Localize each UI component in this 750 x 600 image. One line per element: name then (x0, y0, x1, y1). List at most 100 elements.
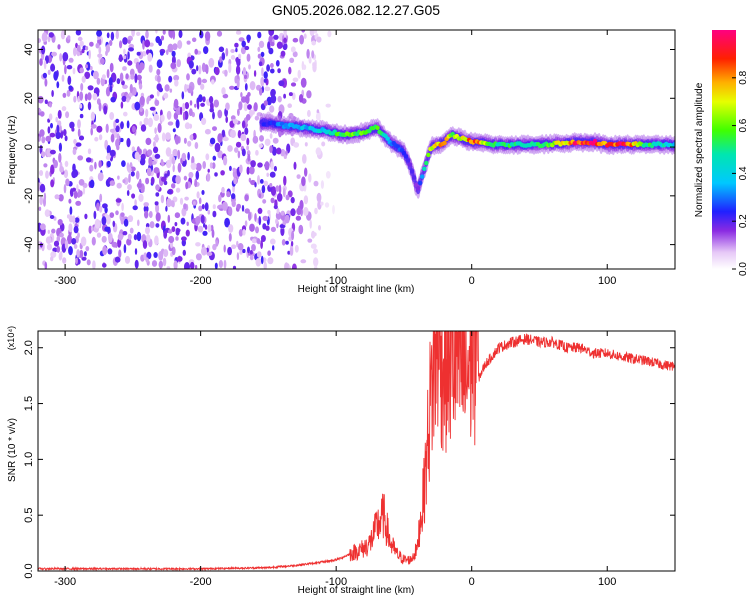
heatmap-cell (160, 35, 165, 41)
heatmap-cell (290, 240, 294, 247)
heatmap-cell (39, 111, 45, 117)
heatmap-cell (212, 243, 217, 251)
heatmap-cell (106, 32, 110, 39)
heatmap-cell (163, 249, 169, 258)
heatmap-cell (249, 255, 254, 261)
heatmap-cell (51, 90, 54, 97)
heatmap-cell (61, 74, 65, 82)
heatmap-cell (38, 206, 42, 211)
heatmap-cell (163, 180, 168, 186)
heatmap-cell (241, 120, 246, 129)
heatmap-cell (162, 30, 166, 35)
heatmap-cell (244, 194, 249, 202)
heatmap-cell (125, 73, 129, 80)
heatmap-cell (73, 47, 77, 57)
heatmap-cell (254, 213, 257, 222)
heatmap-cell (308, 56, 312, 64)
heatmap-cell (110, 31, 115, 41)
heatmap-cell (285, 240, 289, 245)
heatmap-cell (109, 180, 116, 187)
heatmap-cell (130, 74, 135, 80)
heatmap-cell (126, 120, 130, 129)
heatmap-cell (257, 175, 260, 185)
heatmap-cell (142, 240, 148, 249)
snr-x-ticks: -300 -200 -100 0 100 (54, 331, 616, 588)
heatmap-cell (121, 202, 124, 212)
heatmap-cell (164, 84, 170, 92)
heatmap-cell (297, 69, 301, 79)
heatmap-cell (200, 83, 205, 90)
heatmap-cell (83, 251, 87, 257)
heatmap-cell (121, 160, 126, 168)
colorbar-tick-label: 0.6 (738, 118, 749, 132)
heatmap-cell (197, 225, 204, 233)
heatmap-cell (121, 95, 127, 102)
heatmap-cell (246, 53, 251, 62)
heatmap-cell (198, 197, 202, 205)
heatmap-cell (109, 128, 115, 133)
heatmap-cell (120, 137, 124, 143)
spectrogram-frame (37, 29, 676, 270)
heatmap-cell (38, 38, 41, 43)
heatmap-cell (85, 246, 90, 252)
heatmap-cell (180, 217, 186, 225)
heatmap-cell (201, 204, 205, 210)
heatmap-cell (161, 176, 167, 182)
heatmap-cell (244, 127, 249, 135)
heatmap-cell (221, 186, 225, 194)
heatmap-cell (275, 60, 280, 67)
heatmap-cell (194, 142, 199, 149)
heatmap-cell (202, 96, 206, 103)
heatmap-cell (123, 177, 129, 185)
heatmap-cell (59, 53, 63, 62)
heatmap-cell (126, 190, 130, 196)
heatmap-cell (170, 200, 175, 207)
heatmap-cell (255, 226, 259, 234)
spectrogram-x-ticks: -300 -200 -100 0 100 (54, 30, 616, 287)
heatmap-cell (243, 102, 248, 112)
heatmap-cell (186, 221, 189, 226)
heatmap-cell (44, 209, 50, 218)
heatmap-cell (64, 160, 69, 167)
heatmap-cell (225, 102, 230, 111)
heatmap-cell (76, 184, 79, 193)
heatmap-cell (132, 205, 138, 211)
heatmap-cell (235, 141, 242, 148)
heatmap-cell (84, 71, 91, 80)
heatmap-cell (152, 141, 156, 148)
y-tick-label: 40 (23, 43, 35, 55)
heatmap-cell (46, 148, 53, 158)
heatmap-cell (96, 125, 103, 133)
heatmap-cell (58, 252, 63, 261)
heatmap-cell (174, 222, 178, 227)
heatmap-cell (116, 133, 120, 141)
heatmap-cell (247, 92, 251, 97)
heatmap-cell (160, 194, 165, 204)
heatmap-cell (49, 132, 56, 138)
heatmap-cell (44, 78, 48, 87)
heatmap-cell (145, 108, 149, 118)
heatmap-cell (96, 232, 102, 238)
heatmap-cell (207, 209, 211, 215)
heatmap-cell (148, 64, 153, 73)
heatmap-cell (105, 155, 111, 160)
heatmap-cell (212, 204, 216, 210)
heatmap-cell (283, 154, 287, 159)
colorbar-tick-label: 0.2 (738, 214, 749, 228)
heatmap-cell (66, 65, 73, 70)
heatmap-cell (247, 153, 251, 162)
heatmap-cell (201, 117, 207, 126)
heatmap-cell (42, 72, 48, 79)
heatmap-cell (46, 243, 53, 251)
heatmap-cell (183, 137, 187, 144)
heatmap-cell (222, 136, 229, 142)
heatmap-cell (192, 37, 197, 43)
heatmap-cell (203, 223, 206, 228)
heatmap-cell (263, 261, 267, 269)
heatmap-cell (86, 259, 91, 266)
heatmap-cell (134, 151, 140, 160)
heatmap-cell (50, 122, 53, 129)
heatmap-cell (139, 62, 145, 71)
heatmap-cell (118, 54, 123, 62)
heatmap-cell (45, 236, 52, 244)
